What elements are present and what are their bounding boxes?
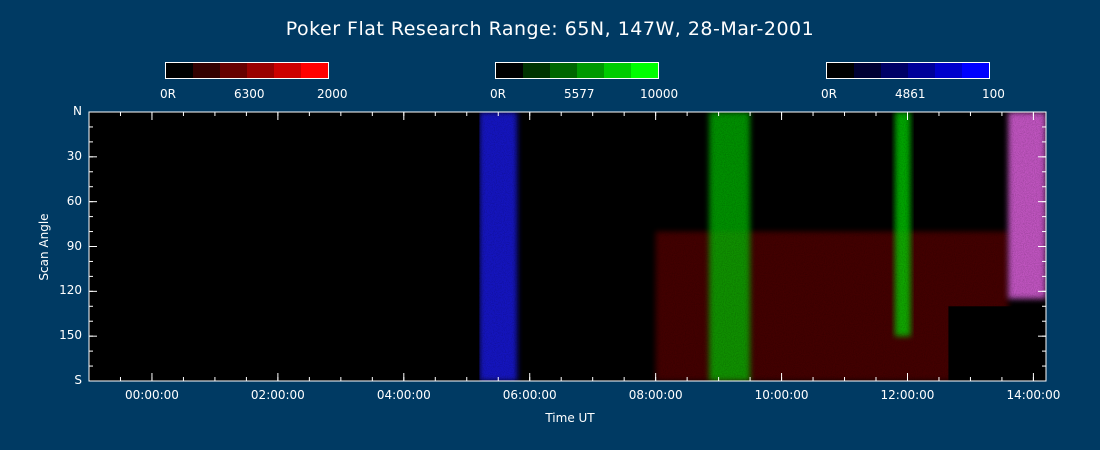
colorbar-6300-swatch-4 bbox=[274, 63, 301, 78]
y-tick-label: 150 bbox=[59, 328, 82, 343]
colorbar-4861 bbox=[826, 62, 990, 79]
colorbar-5577-swatch-0 bbox=[496, 63, 523, 78]
colorbar-5577-min-label: 0R bbox=[490, 87, 506, 101]
colorbar-4861-swatch-5 bbox=[962, 63, 989, 78]
colorbar-4861-min-label: 0R bbox=[821, 87, 837, 101]
y-tick-label: N bbox=[73, 104, 82, 118]
colorbar-4861-swatch-3 bbox=[908, 63, 935, 78]
colorbar-4861-swatch-1 bbox=[854, 63, 881, 78]
colorbar-6300-min-label: 0R bbox=[160, 87, 176, 101]
colorbar-6300-swatch-1 bbox=[193, 63, 220, 78]
x-tick-label: 00:00:00 bbox=[125, 388, 179, 402]
colorbar-5577-swatch-3 bbox=[577, 63, 604, 78]
y-tick-label: 90 bbox=[66, 238, 82, 253]
colorbar-6300-swatch-5 bbox=[301, 63, 328, 78]
x-tick-label: 06:00:00 bbox=[502, 388, 557, 402]
colorbar-5577-swatch-1 bbox=[523, 63, 550, 78]
colorbar-6300 bbox=[165, 62, 329, 79]
colorbar-4861-swatch-4 bbox=[935, 63, 962, 78]
chart-title: Poker Flat Research Range: 65N, 147W, 28… bbox=[285, 18, 815, 40]
colorbar-5577-max-label: 10000 bbox=[640, 87, 679, 101]
x-tick-label: 10:00:00 bbox=[754, 388, 809, 402]
y-tick-label: S bbox=[74, 373, 82, 387]
y-tick-label: 120 bbox=[59, 283, 82, 298]
colorbar-4861-max-label: 100 bbox=[982, 87, 1005, 101]
x-tick-label: 14:00:00 bbox=[1006, 388, 1061, 402]
colorbar-5577-swatch-4 bbox=[604, 63, 631, 78]
no-data-region bbox=[89, 112, 480, 381]
colorbar-6300-swatch-3 bbox=[247, 63, 274, 78]
colorbar-6300-swatch-2 bbox=[220, 63, 247, 78]
x-tick-label: 04:00:00 bbox=[376, 388, 431, 402]
colorbar-5577-swatch-5 bbox=[631, 63, 658, 78]
y-tick-label: 60 bbox=[66, 193, 82, 208]
colorbar-4861-swatch-2 bbox=[881, 63, 908, 78]
colorbar-6300-name-label: 6300 bbox=[234, 87, 265, 101]
y-tick-label: 30 bbox=[66, 148, 82, 163]
x-tick-label: 02:00:00 bbox=[250, 388, 305, 402]
colorbar-4861-name-label: 4861 bbox=[895, 87, 926, 101]
colorbar-5577-swatch-2 bbox=[550, 63, 577, 78]
x-tick-label: 12:00:00 bbox=[880, 388, 935, 402]
x-axis-title: Time UT bbox=[545, 411, 595, 425]
colorbar-5577-name-label: 5577 bbox=[564, 87, 595, 101]
x-tick-label: 08:00:00 bbox=[628, 388, 683, 402]
colorbar-6300-swatch-0 bbox=[166, 63, 193, 78]
colorbar-5577 bbox=[495, 62, 659, 79]
colorbar-4861-swatch-0 bbox=[827, 63, 854, 78]
colorbar-6300-max-label: 2000 bbox=[317, 87, 348, 101]
